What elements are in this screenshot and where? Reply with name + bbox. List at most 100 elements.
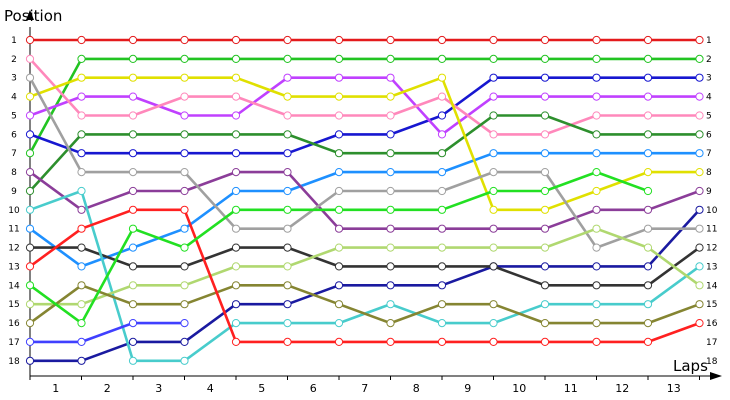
data-point — [437, 319, 447, 328]
x-tick-label: 4 — [207, 382, 214, 395]
series-line-16 — [28, 208, 701, 344]
data-point — [643, 319, 653, 328]
data-point — [77, 35, 86, 45]
data-point — [592, 92, 601, 101]
data-point — [592, 262, 601, 271]
series-line-12 — [28, 246, 701, 287]
data-point — [437, 54, 447, 64]
data-point — [437, 111, 447, 120]
y-tick-label: 14 — [8, 281, 20, 291]
data-point — [77, 111, 86, 120]
data-point — [180, 54, 189, 64]
data-point — [643, 168, 653, 177]
data-point — [77, 168, 86, 177]
data-point — [643, 35, 653, 45]
data-point — [231, 224, 241, 233]
data-point — [231, 281, 241, 290]
data-point — [334, 262, 344, 271]
x-tick-label: 6 — [310, 382, 317, 395]
data-point — [643, 281, 653, 290]
data-point — [180, 281, 189, 290]
y-tick-label-right: 18 — [706, 357, 718, 367]
x-tick-label: 8 — [413, 382, 420, 395]
data-point — [540, 224, 550, 233]
y-tick-label: 18 — [8, 357, 20, 367]
y-tick-label-right: 11 — [706, 225, 717, 235]
data-point — [231, 186, 241, 196]
data-point — [77, 54, 86, 64]
data-point — [695, 262, 704, 271]
data-point — [540, 111, 550, 120]
data-point — [592, 35, 601, 45]
data-point — [25, 168, 35, 177]
data-point — [128, 243, 138, 252]
data-point — [77, 73, 86, 82]
data-point — [592, 149, 601, 158]
data-point — [77, 319, 86, 328]
data-point — [231, 35, 241, 45]
data-point — [437, 92, 447, 101]
data-point — [437, 186, 447, 196]
data-point — [25, 356, 35, 365]
data-point — [25, 92, 35, 101]
data-point — [334, 243, 344, 252]
y-tick-label-right: 7 — [706, 149, 712, 159]
data-point — [437, 243, 447, 252]
series-line-3 — [28, 76, 701, 155]
series-line-8 — [28, 76, 701, 212]
y-axis-arrow — [26, 10, 34, 20]
data-point — [643, 243, 653, 252]
y-tick-label: 12 — [8, 244, 19, 254]
data-point — [386, 243, 395, 252]
x-tick-label: 5 — [258, 382, 265, 395]
data-point — [643, 337, 653, 346]
data-point — [128, 54, 138, 64]
y-tick-label: 2 — [11, 55, 17, 65]
data-point — [489, 337, 498, 346]
data-point — [77, 337, 86, 346]
data-point — [283, 337, 292, 346]
data-point — [283, 92, 292, 101]
data-point — [231, 73, 241, 82]
data-point — [540, 54, 550, 64]
data-point — [128, 130, 138, 139]
data-point — [695, 73, 704, 82]
data-point — [334, 73, 344, 82]
data-point — [592, 281, 601, 290]
data-point — [489, 186, 498, 196]
data-point — [231, 262, 241, 271]
y-tick-label-right: 9 — [706, 187, 712, 197]
data-point — [489, 224, 498, 233]
data-point — [77, 243, 86, 252]
data-point — [128, 319, 138, 328]
data-point — [77, 186, 86, 196]
x-tick-label: 11 — [564, 382, 578, 395]
data-point — [386, 92, 395, 101]
data-point — [437, 130, 447, 139]
data-point — [489, 130, 498, 139]
series-line-11 — [28, 76, 701, 249]
data-point — [695, 111, 704, 120]
data-point — [334, 35, 344, 45]
data-point — [334, 186, 344, 196]
x-tick-label: 12 — [615, 382, 629, 395]
data-point — [386, 186, 395, 196]
data-point — [180, 73, 189, 82]
data-point — [128, 281, 138, 290]
data-point — [695, 168, 704, 177]
data-point — [540, 262, 550, 271]
data-point — [77, 130, 86, 139]
data-point — [180, 92, 189, 101]
x-tick-label: 9 — [464, 382, 471, 395]
data-point — [643, 92, 653, 101]
data-point — [695, 243, 704, 252]
y-tick-label: 5 — [11, 111, 17, 121]
x-tick-label: 10 — [512, 382, 526, 395]
data-point — [128, 262, 138, 271]
data-point — [180, 186, 189, 196]
data-point — [334, 319, 344, 328]
data-point — [540, 319, 550, 328]
data-point — [489, 319, 498, 328]
y-tick-label: 17 — [8, 338, 19, 348]
